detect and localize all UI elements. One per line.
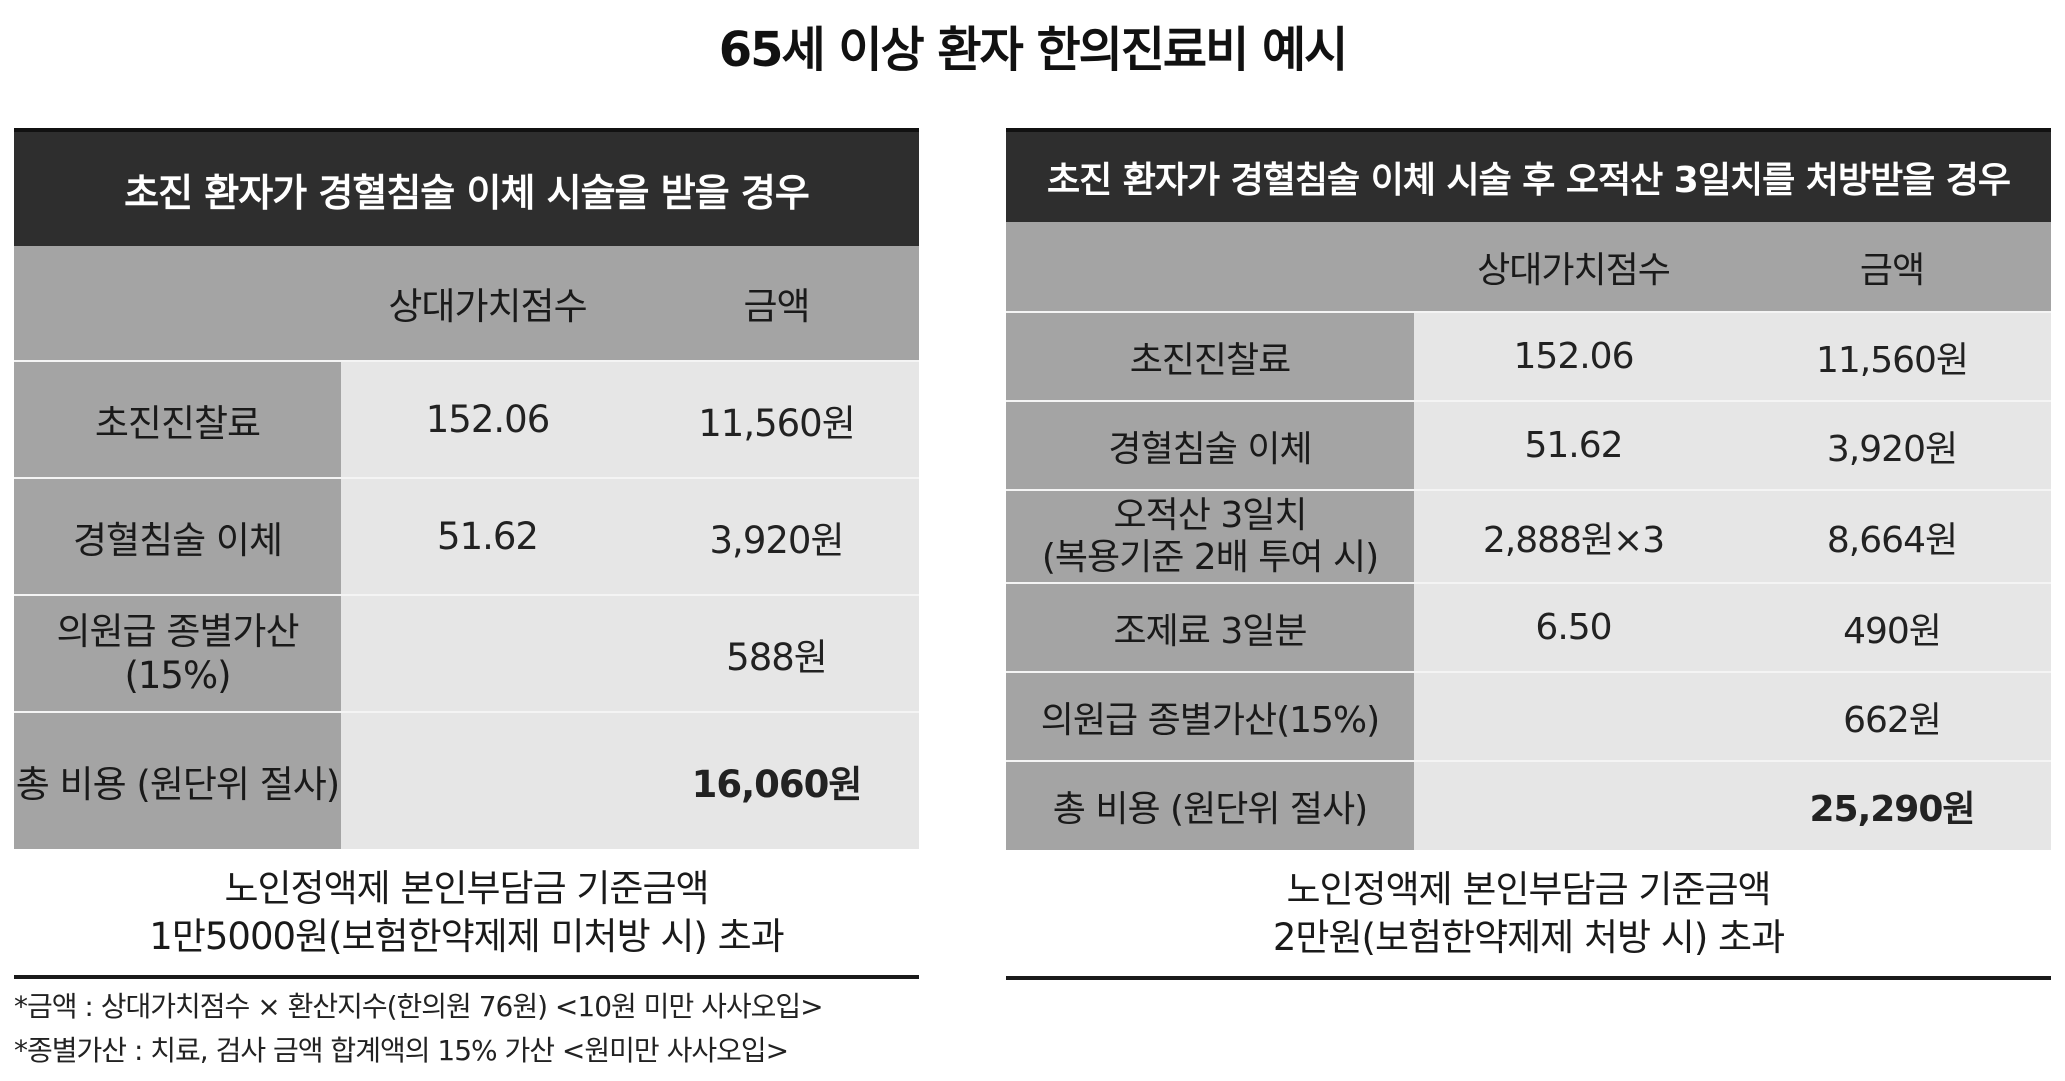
- table-row: 초진진찰료 152.06 11,560원: [1006, 311, 2051, 401]
- total-amount: 25,290원: [1733, 760, 2051, 850]
- row-score: 152.06: [341, 360, 634, 478]
- row-label: 초진진찰료: [14, 360, 341, 478]
- row-label: 경혈침술 이체: [14, 477, 341, 595]
- left-panel-heading: 초진 환자가 경혈침술 이체 시술을 받을 경우: [14, 128, 919, 246]
- total-score: [341, 711, 634, 849]
- table-row: 조제료 3일분 6.50 490원: [1006, 582, 2051, 672]
- table-row: 경혈침술 이체 51.62 3,920원: [1006, 400, 2051, 490]
- row-label: 의원급 종별가산 (15%): [14, 594, 341, 712]
- row-label: 오적산 3일치 (복용기준 2배 투여 시): [1006, 489, 1414, 583]
- row-amount: 3,920원: [634, 477, 919, 595]
- table-header-row: 상대가치점수 금액: [1006, 222, 2051, 312]
- row-score: 51.62: [1414, 400, 1733, 490]
- row-amount: 3,920원: [1733, 400, 2051, 490]
- table-row: 초진진찰료 152.06 11,560원: [14, 360, 919, 478]
- row-score: [1414, 671, 1733, 761]
- row-amount: 11,560원: [1733, 311, 2051, 401]
- header-score: 상대가치점수: [1414, 222, 1733, 312]
- caption-line-1: 노인정액제 본인부담금 기준금액: [224, 867, 709, 910]
- total-score: [1414, 760, 1733, 850]
- header-blank-cell: [14, 246, 341, 361]
- total-amount: 16,060원: [634, 711, 919, 849]
- row-amount: 588원: [634, 594, 919, 712]
- row-amount: 662원: [1733, 671, 2051, 761]
- total-row: 총 비용 (원단위 절사) 25,290원: [1006, 760, 2051, 850]
- header-blank-cell: [1006, 222, 1414, 312]
- page-title: 65세 이상 환자 한의진료비 예시: [718, 22, 1349, 78]
- row-label: 경혈침술 이체: [1006, 400, 1414, 490]
- table-row: 의원급 종별가산(15%) 662원: [1006, 671, 2051, 761]
- right-caption: 노인정액제 본인부담금 기준금액 2만원(보험한약제제 처방 시) 초과: [1006, 850, 2051, 980]
- row-amount: 8,664원: [1733, 489, 2051, 583]
- left-fee-table: 상대가치점수 금액 초진진찰료 152.06 11,560원 경혈침술 이체 5…: [14, 246, 919, 849]
- caption-line-2: 2만원(보험한약제제 처방 시) 초과: [1272, 916, 1785, 959]
- total-label: 총 비용 (원단위 절사): [14, 711, 341, 849]
- row-score: 152.06: [1414, 311, 1733, 401]
- caption-line-1: 노인정액제 본인부담금 기준금액: [1286, 868, 1771, 911]
- table-header-row: 상대가치점수 금액: [14, 246, 919, 361]
- row-label: 조제료 3일분: [1006, 582, 1414, 672]
- table-row: 오적산 3일치 (복용기준 2배 투여 시) 2,888원×3 8,664원: [1006, 489, 2051, 583]
- row-label: 의원급 종별가산(15%): [1006, 671, 1414, 761]
- footnotes: *금액 : 상대가치점수 × 환산지수(한의원 76원) <10원 미만 사사오…: [14, 985, 824, 1073]
- row-score: [341, 594, 634, 712]
- right-fee-table: 상대가치점수 금액 초진진찰료 152.06 11,560원 경혈침술 이체 5…: [1006, 222, 2051, 850]
- caption-line-2: 1만5000원(보험한약제제 미처방 시) 초과: [149, 915, 784, 958]
- row-amount: 490원: [1733, 582, 2051, 672]
- right-panel: 초진 환자가 경혈침술 이체 시술 후 오적산 3일치를 처방받을 경우 상대가…: [1006, 128, 2051, 980]
- row-score: 2,888원×3: [1414, 489, 1733, 583]
- table-row: 경혈침술 이체 51.62 3,920원: [14, 477, 919, 595]
- row-score: 51.62: [341, 477, 634, 595]
- total-label: 총 비용 (원단위 절사): [1006, 760, 1414, 850]
- header-amount: 금액: [634, 246, 919, 361]
- left-caption: 노인정액제 본인부담금 기준금액 1만5000원(보험한약제제 미처방 시) 초…: [14, 849, 919, 979]
- footnote-amount: *금액 : 상대가치점수 × 환산지수(한의원 76원) <10원 미만 사사오…: [14, 990, 824, 1023]
- row-label: 초진진찰료: [1006, 311, 1414, 401]
- header-amount: 금액: [1733, 222, 2051, 312]
- row-score: 6.50: [1414, 582, 1733, 672]
- right-panel-heading: 초진 환자가 경혈침술 이체 시술 후 오적산 3일치를 처방받을 경우: [1006, 128, 2051, 222]
- footnote-surcharge: *종별가산 : 치료, 검사 금액 합계액의 15% 가산 <원미만 사사오입>: [14, 1034, 789, 1067]
- row-amount: 11,560원: [634, 360, 919, 478]
- left-panel: 초진 환자가 경혈침술 이체 시술을 받을 경우 상대가치점수 금액 초진진찰료…: [14, 128, 919, 979]
- header-score: 상대가치점수: [341, 246, 634, 361]
- table-row: 의원급 종별가산 (15%) 588원: [14, 594, 919, 712]
- total-row: 총 비용 (원단위 절사) 16,060원: [14, 711, 919, 849]
